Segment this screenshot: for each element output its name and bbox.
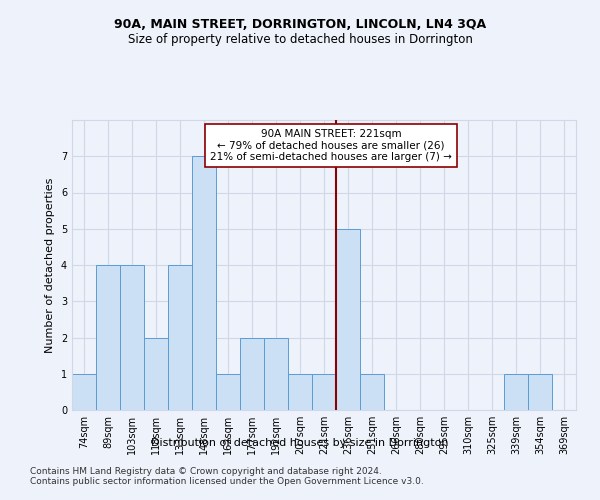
Text: 90A, MAIN STREET, DORRINGTON, LINCOLN, LN4 3QA: 90A, MAIN STREET, DORRINGTON, LINCOLN, L…	[114, 18, 486, 30]
Bar	[72, 374, 96, 410]
Bar	[528, 374, 552, 410]
Text: Contains public sector information licensed under the Open Government Licence v3: Contains public sector information licen…	[30, 477, 424, 486]
Bar	[96, 265, 120, 410]
Bar	[288, 374, 312, 410]
Bar	[216, 374, 240, 410]
Bar	[360, 374, 384, 410]
Text: Contains HM Land Registry data © Crown copyright and database right 2024.: Contains HM Land Registry data © Crown c…	[30, 467, 382, 476]
Bar	[192, 156, 216, 410]
Bar	[264, 338, 288, 410]
Y-axis label: Number of detached properties: Number of detached properties	[46, 178, 55, 352]
Bar	[336, 229, 360, 410]
Bar	[504, 374, 528, 410]
Text: Size of property relative to detached houses in Dorrington: Size of property relative to detached ho…	[128, 32, 472, 46]
Bar	[168, 265, 192, 410]
Bar	[240, 338, 264, 410]
Bar	[312, 374, 336, 410]
Text: 90A MAIN STREET: 221sqm
← 79% of detached houses are smaller (26)
21% of semi-de: 90A MAIN STREET: 221sqm ← 79% of detache…	[210, 129, 452, 162]
Bar	[144, 338, 168, 410]
Bar	[120, 265, 144, 410]
Text: Distribution of detached houses by size in Dorrington: Distribution of detached houses by size …	[151, 438, 449, 448]
